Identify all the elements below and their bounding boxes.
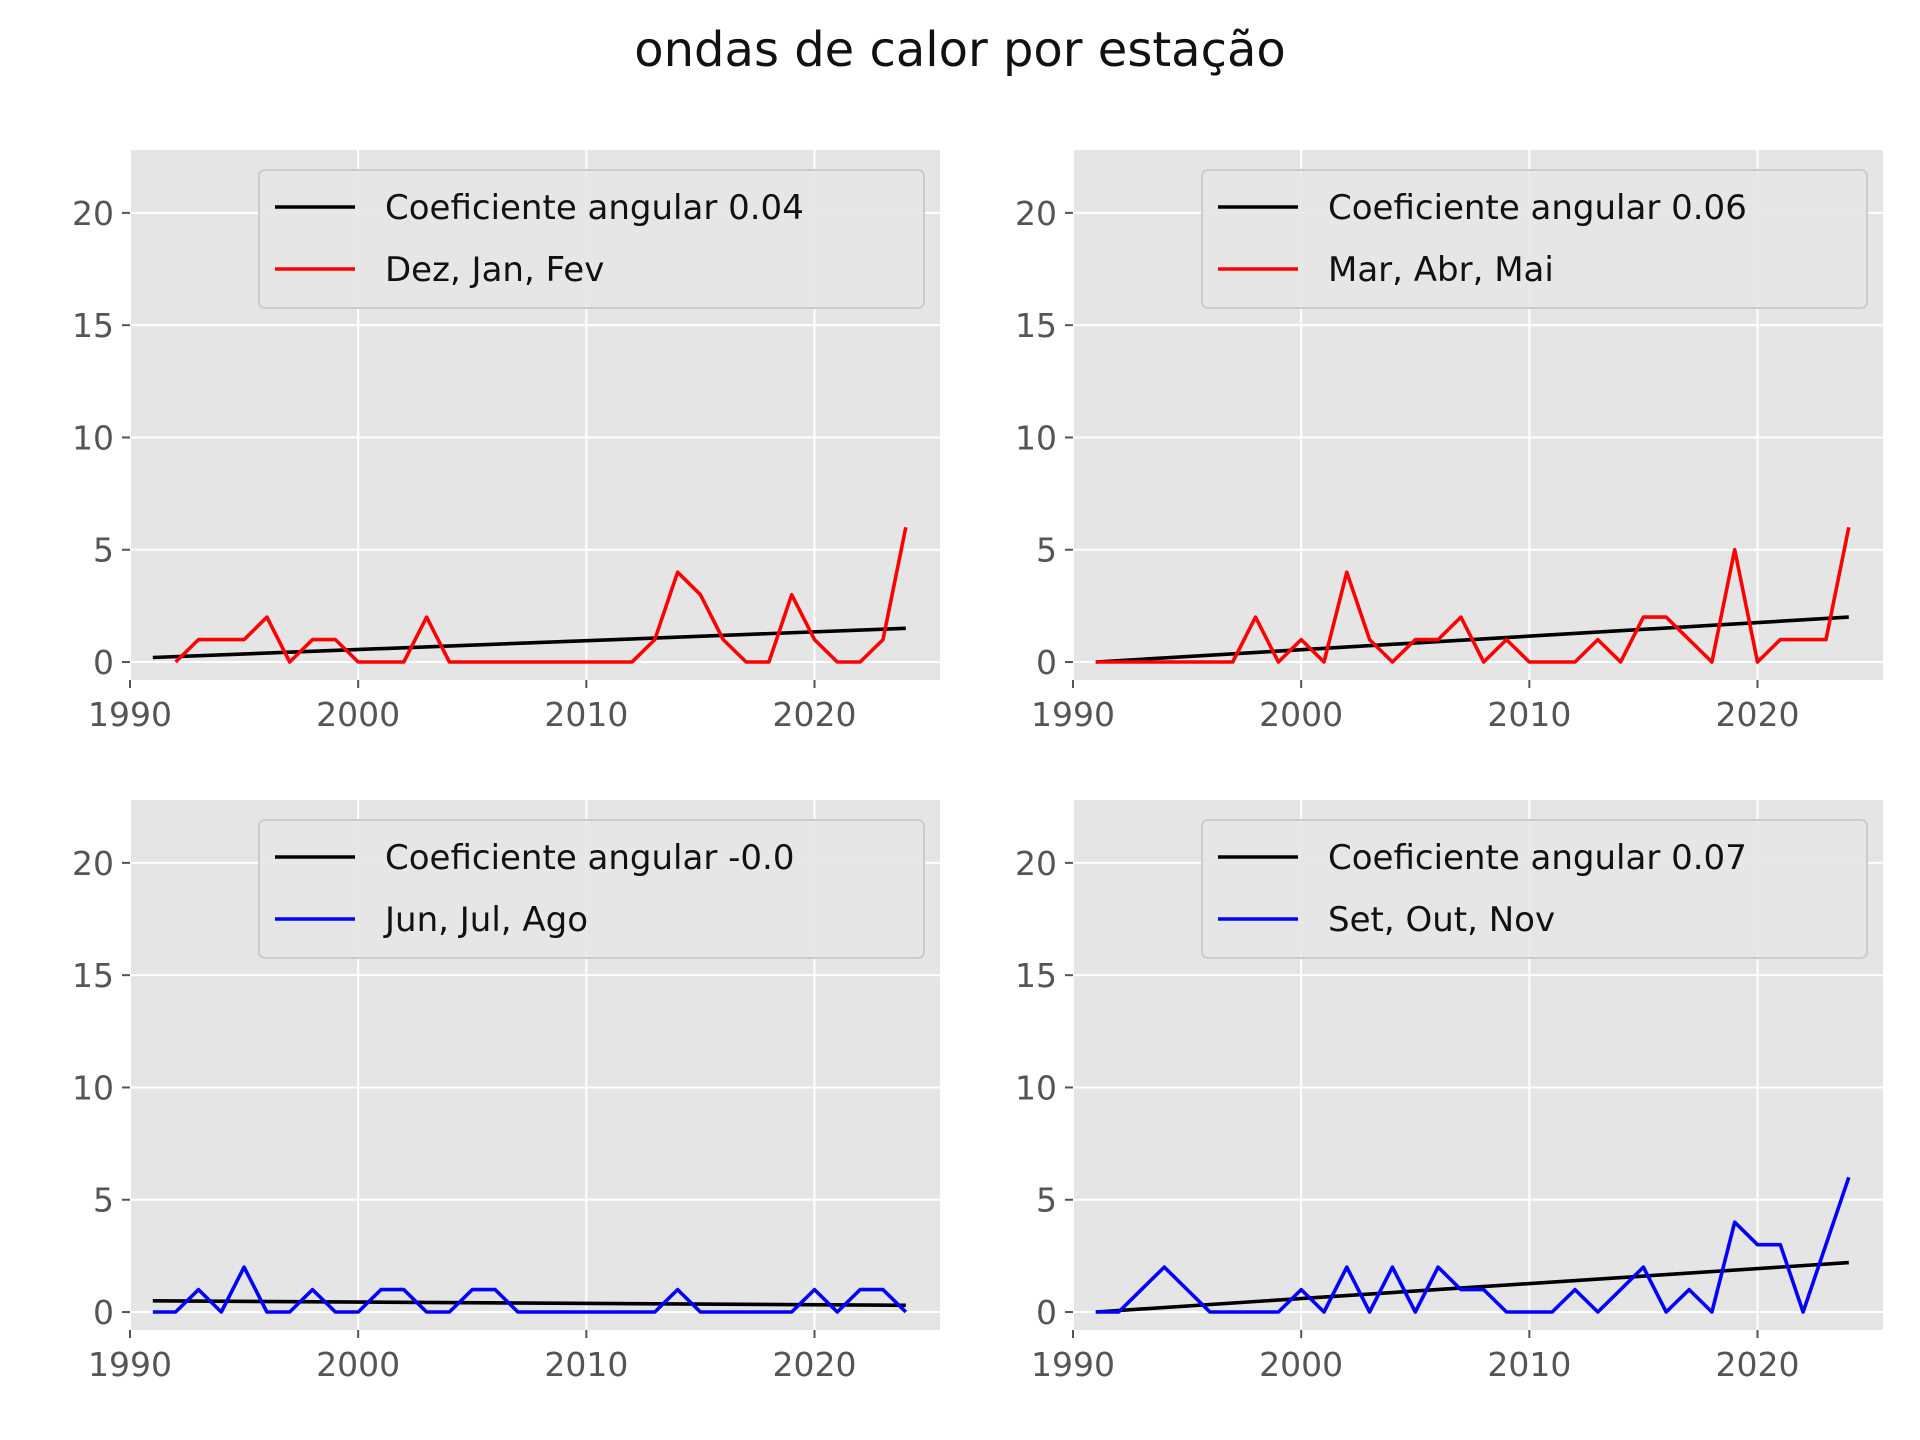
x-tick-label: 2000 (1259, 1345, 1343, 1384)
x-tick-label: 1990 (1031, 1345, 1115, 1384)
y-tick-label: 15 (1015, 956, 1057, 995)
x-tick-label: 1990 (88, 695, 172, 734)
figure-title: ondas de calor por estação (634, 22, 1286, 78)
x-tick-label: 2010 (544, 1345, 628, 1384)
x-tick-label: 2020 (1716, 695, 1800, 734)
series-line-2 (152, 1265, 908, 1314)
legend: Coeficiente angular 0.04 Dez, Jan, Fev (258, 169, 925, 309)
x-tick-label: 1990 (88, 1345, 172, 1384)
y-tick-label: 20 (1015, 844, 1057, 883)
legend-label: Mar, Abr, Mai (1328, 250, 1554, 290)
legend: Coeficiente angular 0.06 Mar, Abr, Mai (1201, 169, 1868, 309)
y-tick-label: 20 (72, 194, 114, 233)
legend-label: Dez, Jan, Fev (385, 250, 604, 290)
y-tick-label: 15 (1015, 306, 1057, 345)
legend-label: Coeficiente angular 0.07 (1328, 838, 1747, 878)
y-tick-label: 20 (1015, 194, 1057, 233)
legend-box (1201, 819, 1868, 959)
x-tick-label: 2020 (773, 1345, 857, 1384)
x-tick-label: 2020 (773, 695, 857, 734)
x-tick-label: 2000 (1259, 695, 1343, 734)
legend: Coeficiente angular -0.0 Jun, Jul, Ago (258, 819, 925, 959)
legend-label: Coeficiente angular 0.04 (385, 188, 804, 228)
x-tick-label: 2010 (1487, 695, 1571, 734)
trend-line-1 (152, 1299, 906, 1308)
y-tick-label: 0 (93, 643, 114, 682)
subplot-1: 1990 2000 2010 2020 0 5 10 15 20 Coeficiente angu… (72, 150, 940, 734)
legend-box (258, 169, 925, 309)
y-tick-label: 5 (1036, 1181, 1057, 1220)
legend-label: Coeficiente angular -0.0 (385, 838, 794, 878)
series-line-2 (1095, 1176, 1851, 1314)
x-tick-label: 2020 (1716, 1345, 1800, 1384)
x-tick-label: 2000 (316, 1345, 400, 1384)
y-tick-label: 10 (72, 1068, 114, 1107)
x-tick-label: 2010 (1487, 1345, 1571, 1384)
subplot-2: 1990 2000 2010 2020 0 5 10 15 20 Coeficiente angu… (1015, 150, 1883, 734)
y-tick-label: 10 (1015, 1068, 1057, 1107)
y-tick-label: 15 (72, 306, 114, 345)
x-tick-label: 2010 (544, 695, 628, 734)
y-tick-label: 10 (72, 418, 114, 457)
y-tick-label: 0 (1036, 643, 1057, 682)
legend-box (258, 819, 925, 959)
y-tick-label: 5 (93, 1181, 114, 1220)
x-tick-label: 2000 (316, 695, 400, 734)
series-line-2 (174, 526, 908, 664)
y-tick-label: 15 (72, 956, 114, 995)
y-tick-label: 5 (93, 531, 114, 570)
subplot-3: 1990 2000 2010 2020 0 5 10 15 20 Coeficiente angu… (72, 800, 940, 1384)
x-tick-label: 1990 (1031, 695, 1115, 734)
legend: Coeficiente angular 0.07 Set, Out, Nov (1201, 819, 1868, 959)
legend-label: Set, Out, Nov (1328, 900, 1555, 940)
series-line-2 (1095, 526, 1851, 664)
legend-box (1201, 169, 1868, 309)
y-tick-label: 5 (1036, 531, 1057, 570)
subplot-4: 1990 2000 2010 2020 0 5 10 15 20 Coeficiente angu… (1015, 800, 1883, 1384)
y-tick-label: 10 (1015, 418, 1057, 457)
legend-label: Jun, Jul, Ago (383, 900, 588, 940)
legend-label: Coeficiente angular 0.06 (1328, 188, 1747, 228)
y-tick-label: 20 (72, 844, 114, 883)
y-tick-label: 0 (93, 1293, 114, 1332)
y-tick-label: 0 (1036, 1293, 1057, 1332)
